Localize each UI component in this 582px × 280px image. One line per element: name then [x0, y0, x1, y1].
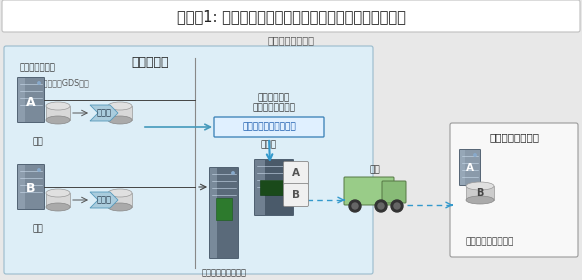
Circle shape	[287, 164, 289, 166]
Text: 輸送: 輸送	[370, 165, 381, 174]
FancyBboxPatch shape	[344, 177, 394, 205]
Text: 統合バックアップ環境: 統合バックアップ環境	[242, 123, 296, 132]
Ellipse shape	[466, 182, 494, 190]
Bar	[108, 106, 132, 120]
Ellipse shape	[466, 196, 494, 204]
Text: 軽微な災害に: 軽微な災害に	[258, 93, 290, 102]
Circle shape	[352, 203, 358, 209]
FancyBboxPatch shape	[382, 181, 406, 203]
Text: ディスク冗長化: ディスク冗長化	[20, 63, 56, 72]
Polygon shape	[90, 192, 118, 208]
Ellipse shape	[46, 189, 70, 197]
Text: 内蔵: 内蔵	[33, 224, 44, 233]
Text: B: B	[476, 188, 484, 198]
Bar	[210, 168, 217, 258]
Ellipse shape	[46, 116, 70, 124]
FancyBboxPatch shape	[283, 183, 308, 207]
Circle shape	[38, 82, 40, 84]
Circle shape	[378, 203, 384, 209]
FancyBboxPatch shape	[210, 167, 239, 258]
Text: A: A	[26, 95, 36, 109]
Bar	[260, 180, 288, 195]
Bar	[46, 193, 70, 207]
Text: 内蔵: 内蔵	[33, 137, 44, 146]
Circle shape	[375, 200, 387, 212]
Text: （RAIDボード、GDS等）: （RAIDボード、GDS等）	[20, 78, 90, 87]
Circle shape	[349, 200, 361, 212]
Bar	[18, 78, 24, 122]
Bar	[18, 165, 24, 209]
Text: バックアップサーバ: バックアップサーバ	[201, 268, 247, 277]
Text: ミラー: ミラー	[97, 195, 112, 204]
Text: データ保管サイト: データ保管サイト	[489, 132, 539, 142]
Text: レベル1: 故障・災害に対して復旧のためのデータを保護: レベル1: 故障・災害に対して復旧のためのデータを保護	[176, 10, 406, 25]
Ellipse shape	[46, 203, 70, 211]
Text: A: A	[466, 163, 474, 173]
Polygon shape	[90, 105, 118, 121]
FancyBboxPatch shape	[254, 160, 293, 216]
Bar	[46, 106, 70, 120]
Text: 業務サイト: 業務サイト	[132, 57, 169, 69]
Ellipse shape	[46, 102, 70, 110]
Circle shape	[474, 154, 476, 156]
Ellipse shape	[108, 203, 132, 211]
Bar	[460, 150, 465, 185]
FancyBboxPatch shape	[17, 78, 44, 123]
Bar	[216, 198, 232, 220]
FancyBboxPatch shape	[283, 162, 308, 185]
Text: ミラー: ミラー	[97, 109, 112, 118]
FancyBboxPatch shape	[214, 117, 324, 137]
Text: 被災時に復旧可能: 被災時に復旧可能	[268, 35, 314, 45]
Text: バックアップデータ: バックアップデータ	[466, 237, 514, 246]
Ellipse shape	[108, 102, 132, 110]
Text: A: A	[292, 168, 300, 178]
Bar	[108, 193, 132, 207]
Ellipse shape	[108, 189, 132, 197]
Circle shape	[391, 200, 403, 212]
Bar	[466, 186, 494, 200]
Circle shape	[394, 203, 400, 209]
FancyBboxPatch shape	[17, 165, 44, 209]
FancyBboxPatch shape	[2, 0, 580, 32]
FancyBboxPatch shape	[460, 150, 481, 186]
Ellipse shape	[108, 116, 132, 124]
FancyBboxPatch shape	[450, 123, 578, 257]
Text: B: B	[26, 183, 36, 195]
FancyBboxPatch shape	[4, 46, 373, 274]
Text: B: B	[292, 190, 300, 200]
Bar	[255, 160, 264, 215]
Circle shape	[232, 172, 234, 174]
Circle shape	[38, 169, 40, 171]
Text: 暗号化: 暗号化	[261, 140, 277, 149]
Text: 対しては業務継続: 対しては業務継続	[253, 103, 296, 112]
